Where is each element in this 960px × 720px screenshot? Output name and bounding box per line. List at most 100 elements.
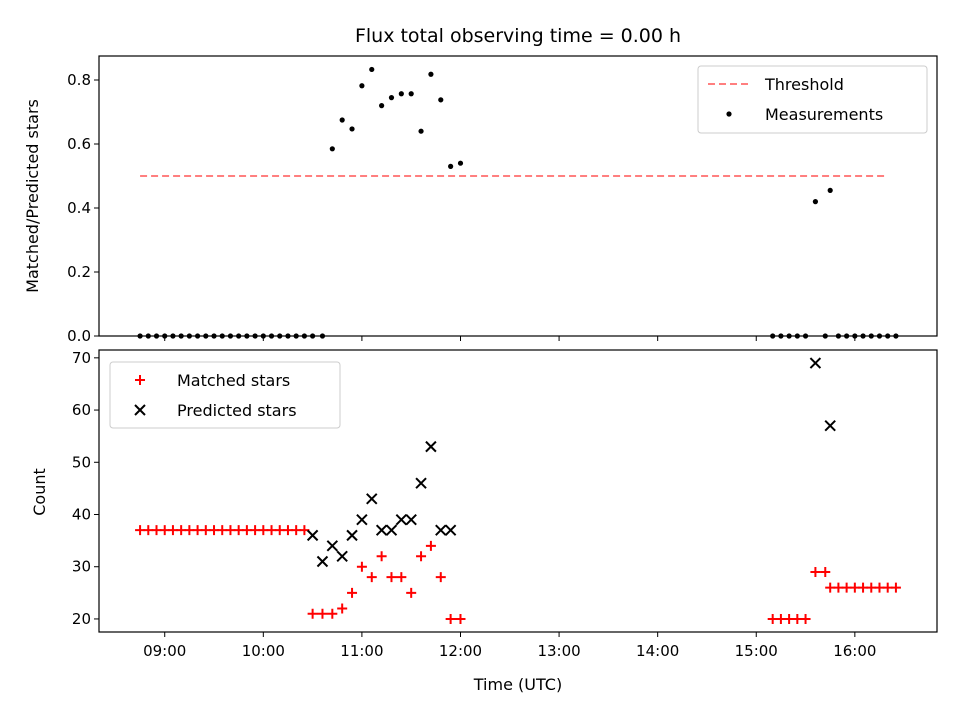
matched-star-point: [425, 540, 436, 551]
matched-star-point: [445, 613, 456, 624]
x-tick-label: 16:00: [833, 642, 876, 660]
bottom-y-tick-label: 30: [72, 558, 91, 576]
measurement-point: [408, 91, 414, 97]
measurement-point: [802, 333, 809, 339]
predicted-star-point: [316, 555, 329, 568]
measurement-point: [868, 333, 874, 339]
measurement-point: [876, 333, 883, 339]
predicted-star-point: [326, 540, 339, 552]
measurement-point: [852, 333, 858, 339]
measurement-point: [822, 333, 828, 339]
legend-predicted-label: Predicted stars: [177, 401, 297, 420]
predicted-star-point: [824, 420, 836, 432]
predicted-star-point: [375, 524, 388, 536]
measurement-point: [252, 333, 258, 339]
measurement-point: [827, 187, 833, 193]
measurement-point: [227, 333, 234, 339]
legend-measurements-label: Measurements: [765, 105, 883, 124]
measurement-point: [794, 333, 800, 339]
bottom-panel: 20 30 40 50 60 70 09:00 10:00 11:00 12:00 13:00 14:…: [72, 349, 938, 660]
measurement-point: [885, 333, 891, 339]
measurement-point: [244, 333, 250, 339]
predicted-star-point: [405, 514, 417, 526]
measurement-point: [369, 66, 375, 73]
measurement-point: [145, 333, 151, 339]
matched-star-point: [406, 587, 417, 598]
legend-threshold-label: Threshold: [764, 75, 844, 94]
measurement-point: [835, 333, 842, 339]
measurement-point: [219, 333, 225, 339]
top-y-tick-label: 0.4: [67, 199, 91, 217]
chart-title: Flux total observing time = 0.00 h: [355, 25, 681, 47]
bottom-y-tick-label: 60: [72, 401, 91, 419]
measurement-point: [260, 333, 266, 339]
predicted-star-point: [306, 529, 319, 542]
measurement-point: [778, 333, 784, 339]
predicted-star-point: [346, 529, 358, 542]
bottom-y-axis-title: Count: [30, 468, 49, 516]
x-tick-label: 15:00: [735, 642, 778, 660]
measurement-point: [319, 333, 326, 339]
matched-star-point: [299, 525, 310, 536]
predicted-star-point: [809, 357, 822, 369]
matched-star-point: [890, 582, 901, 593]
legend-measurements-swatch: [726, 111, 732, 117]
top-panel: 0.0 0.2 0.4 0.6 0.8 Threshold Measurements: [67, 55, 938, 345]
predicted-star-point: [366, 493, 378, 505]
measurement-point: [301, 333, 307, 339]
matched-star-point: [820, 566, 831, 577]
measurement-point: [339, 117, 345, 123]
bottom-y-tick-label: 40: [72, 506, 91, 524]
bottom-legend: Matched stars Predicted stars: [109, 361, 341, 429]
bottom-y-tick-label: 20: [72, 610, 91, 628]
top-y-tick-label: 0.0: [67, 327, 91, 345]
matched-star-point: [317, 608, 328, 619]
matched-star-point: [416, 551, 427, 562]
matched-star-point: [366, 572, 377, 583]
matched-star-point: [455, 613, 466, 624]
measurement-point: [844, 333, 850, 339]
measurement-point: [162, 333, 168, 339]
predicted-star-point: [356, 514, 368, 526]
measurement-point: [893, 333, 899, 339]
measurement-point: [211, 333, 217, 339]
measurement-point: [438, 97, 444, 103]
predicted-star-point: [444, 524, 457, 536]
measurement-point: [359, 83, 365, 89]
legend-matched-label: Matched stars: [177, 371, 290, 390]
bottom-y-tick-label: 50: [72, 453, 91, 471]
top-axes-frame: [98, 55, 938, 337]
x-tick-label: 14:00: [636, 642, 679, 660]
matched-star-point: [810, 566, 821, 577]
matched-star-point: [386, 572, 397, 583]
measurement-point: [170, 333, 176, 339]
top-y-tick-label: 0.6: [67, 135, 91, 153]
top-y-axis-title: Matched/Predicted stars: [23, 99, 42, 293]
measurement-point: [812, 199, 819, 205]
bottom-axes-frame: [98, 349, 938, 633]
measurement-point: [268, 333, 275, 339]
measurement-point: [379, 103, 385, 109]
measurement-point: [388, 95, 395, 101]
matched-star-point: [337, 603, 348, 614]
measurement-point: [786, 333, 792, 339]
predicted-star-point: [385, 524, 398, 536]
measurement-point: [770, 333, 776, 339]
measurement-point: [310, 333, 316, 339]
measurement-point: [329, 146, 335, 152]
matched-star-point: [327, 608, 338, 619]
legend-predicted-swatch: [134, 404, 146, 416]
measurement-point: [137, 333, 143, 339]
bottom-y-tick-label: 70: [72, 349, 91, 367]
matched-star-point: [347, 587, 358, 598]
predicted-star-point: [425, 440, 437, 453]
x-tick-label: 09:00: [143, 642, 186, 660]
matched-star-point: [376, 551, 387, 562]
matched-star-point: [307, 608, 318, 619]
measurement-point: [398, 91, 404, 97]
measurement-point: [349, 126, 355, 132]
predicted-star-point: [336, 550, 348, 562]
matched-star-point: [800, 613, 811, 624]
top-y-tick-label: 0.8: [67, 71, 91, 89]
